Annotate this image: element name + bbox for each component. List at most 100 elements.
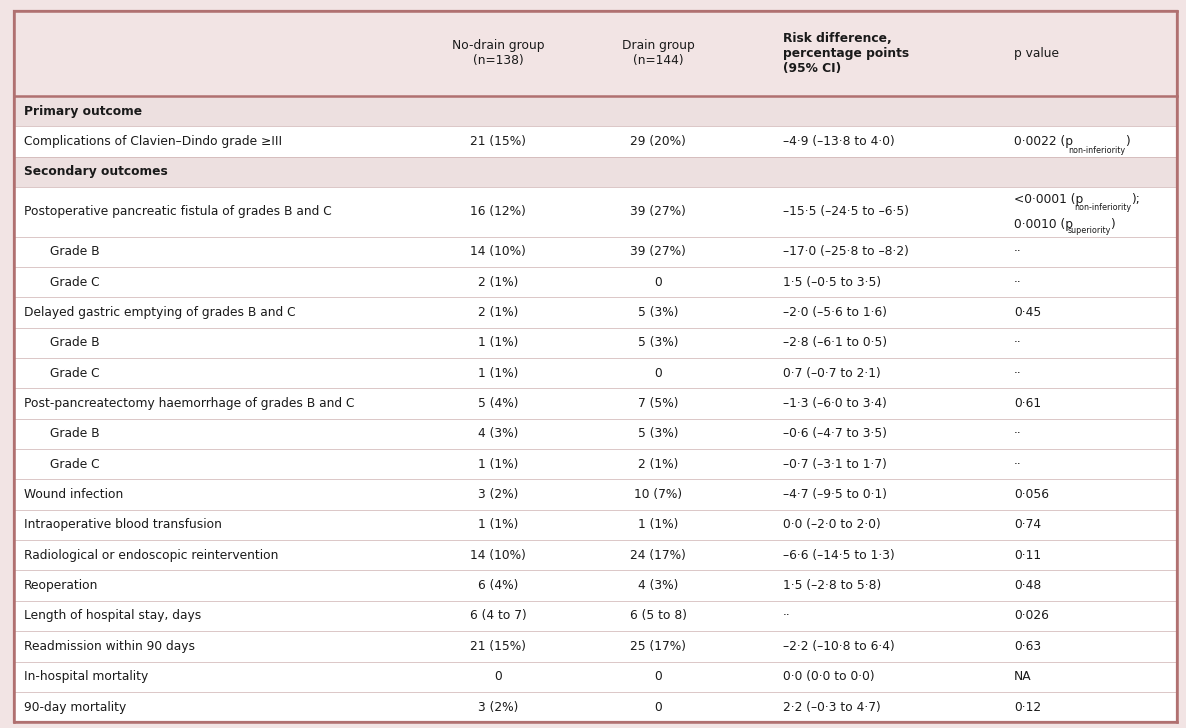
Text: superiority: superiority xyxy=(1067,226,1111,235)
Text: 0: 0 xyxy=(655,670,662,683)
Text: –2·0 (–5·6 to 1·6): –2·0 (–5·6 to 1·6) xyxy=(783,306,887,319)
Text: 5 (3%): 5 (3%) xyxy=(638,336,678,349)
Text: ··: ·· xyxy=(783,609,791,622)
Text: 3 (2%): 3 (2%) xyxy=(478,488,518,501)
Text: 25 (17%): 25 (17%) xyxy=(630,640,687,653)
Text: ··: ·· xyxy=(1014,427,1022,440)
Text: –2·8 (–6·1 to 0·5): –2·8 (–6·1 to 0·5) xyxy=(783,336,887,349)
Text: 0·63: 0·63 xyxy=(1014,640,1041,653)
Text: 4 (3%): 4 (3%) xyxy=(478,427,518,440)
Text: –6·6 (–14·5 to 1·3): –6·6 (–14·5 to 1·3) xyxy=(783,549,894,562)
Text: 29 (20%): 29 (20%) xyxy=(630,135,687,148)
Text: Primary outcome: Primary outcome xyxy=(24,105,142,118)
Text: 1·5 (–2·8 to 5·8): 1·5 (–2·8 to 5·8) xyxy=(783,579,881,592)
Text: );: ); xyxy=(1131,193,1140,206)
Text: In-hospital mortality: In-hospital mortality xyxy=(24,670,148,683)
Text: ··: ·· xyxy=(1014,245,1022,258)
Text: 0·0010 (p: 0·0010 (p xyxy=(1014,218,1073,231)
Text: 0·7 (–0·7 to 2·1): 0·7 (–0·7 to 2·1) xyxy=(783,367,880,380)
Text: 1 (1%): 1 (1%) xyxy=(638,518,678,531)
Text: 0·48: 0·48 xyxy=(1014,579,1041,592)
Text: 1 (1%): 1 (1%) xyxy=(478,458,518,471)
Bar xyxy=(14,96,1177,126)
Text: 24 (17%): 24 (17%) xyxy=(630,549,687,562)
Text: Delayed gastric emptying of grades B and C: Delayed gastric emptying of grades B and… xyxy=(24,306,295,319)
Text: 0·0 (–2·0 to 2·0): 0·0 (–2·0 to 2·0) xyxy=(783,518,880,531)
Text: –0·6 (–4·7 to 3·5): –0·6 (–4·7 to 3·5) xyxy=(783,427,887,440)
Text: 16 (12%): 16 (12%) xyxy=(470,205,527,218)
Text: 0·026: 0·026 xyxy=(1014,609,1048,622)
Text: 0·056: 0·056 xyxy=(1014,488,1050,501)
Text: Drain group
(n=144): Drain group (n=144) xyxy=(621,39,695,68)
Text: 0: 0 xyxy=(655,367,662,380)
Text: 1·5 (–0·5 to 3·5): 1·5 (–0·5 to 3·5) xyxy=(783,276,881,289)
Text: Radiological or endoscopic reintervention: Radiological or endoscopic reinterventio… xyxy=(24,549,278,562)
Text: –15·5 (–24·5 to –6·5): –15·5 (–24·5 to –6·5) xyxy=(783,205,908,218)
Text: 2 (1%): 2 (1%) xyxy=(478,306,518,319)
Text: –1·3 (–6·0 to 3·4): –1·3 (–6·0 to 3·4) xyxy=(783,397,887,410)
Text: ): ) xyxy=(1110,218,1115,231)
Text: 0: 0 xyxy=(655,276,662,289)
Text: Intraoperative blood transfusion: Intraoperative blood transfusion xyxy=(24,518,222,531)
Text: non-inferiority: non-inferiority xyxy=(1075,203,1131,212)
Text: 0·0022 (p: 0·0022 (p xyxy=(1014,135,1073,148)
Text: 2·2 (–0·3 to 4·7): 2·2 (–0·3 to 4·7) xyxy=(783,700,880,713)
Text: non-inferiority: non-inferiority xyxy=(1067,146,1126,154)
Text: Risk difference,
percentage points
(95% CI): Risk difference, percentage points (95% … xyxy=(783,32,908,75)
Text: 0·12: 0·12 xyxy=(1014,700,1041,713)
Text: 5 (4%): 5 (4%) xyxy=(478,397,518,410)
Text: –2·2 (–10·8 to 6·4): –2·2 (–10·8 to 6·4) xyxy=(783,640,894,653)
Bar xyxy=(14,11,1177,96)
Text: 0·61: 0·61 xyxy=(1014,397,1041,410)
Text: –4·7 (–9·5 to 0·1): –4·7 (–9·5 to 0·1) xyxy=(783,488,887,501)
Bar xyxy=(14,157,1177,187)
Text: Complications of Clavien–Dindo grade ≥III: Complications of Clavien–Dindo grade ≥II… xyxy=(24,135,282,148)
Text: 6 (4 to 7): 6 (4 to 7) xyxy=(470,609,527,622)
Text: p value: p value xyxy=(1014,47,1059,60)
Text: 14 (10%): 14 (10%) xyxy=(470,549,527,562)
Text: 14 (10%): 14 (10%) xyxy=(470,245,527,258)
Text: 7 (5%): 7 (5%) xyxy=(638,397,678,410)
Text: 1 (1%): 1 (1%) xyxy=(478,367,518,380)
Text: ··: ·· xyxy=(1014,367,1022,380)
Text: 0·0 (0·0 to 0·0): 0·0 (0·0 to 0·0) xyxy=(783,670,874,683)
Text: <0·0001 (p: <0·0001 (p xyxy=(1014,193,1083,206)
Text: 0·11: 0·11 xyxy=(1014,549,1041,562)
Text: –17·0 (–25·8 to –8·2): –17·0 (–25·8 to –8·2) xyxy=(783,245,908,258)
Text: 2 (1%): 2 (1%) xyxy=(638,458,678,471)
Text: Readmission within 90 days: Readmission within 90 days xyxy=(24,640,195,653)
Text: 39 (27%): 39 (27%) xyxy=(630,205,687,218)
Text: Reoperation: Reoperation xyxy=(24,579,98,592)
Text: –0·7 (–3·1 to 1·7): –0·7 (–3·1 to 1·7) xyxy=(783,458,887,471)
Text: Length of hospital stay, days: Length of hospital stay, days xyxy=(24,609,200,622)
Text: 1 (1%): 1 (1%) xyxy=(478,336,518,349)
Text: 21 (15%): 21 (15%) xyxy=(470,640,527,653)
Text: Grade C: Grade C xyxy=(50,276,100,289)
Text: Grade B: Grade B xyxy=(50,427,100,440)
Text: Wound infection: Wound infection xyxy=(24,488,123,501)
Text: ): ) xyxy=(1124,135,1129,148)
Text: Grade C: Grade C xyxy=(50,367,100,380)
Text: No-drain group
(n=138): No-drain group (n=138) xyxy=(452,39,544,68)
Text: –4·9 (–13·8 to 4·0): –4·9 (–13·8 to 4·0) xyxy=(783,135,894,148)
Text: Secondary outcomes: Secondary outcomes xyxy=(24,165,167,178)
Text: 39 (27%): 39 (27%) xyxy=(630,245,687,258)
Text: Grade B: Grade B xyxy=(50,245,100,258)
Text: 4 (3%): 4 (3%) xyxy=(638,579,678,592)
Text: ··: ·· xyxy=(1014,276,1022,289)
Text: 5 (3%): 5 (3%) xyxy=(638,306,678,319)
Text: NA: NA xyxy=(1014,670,1032,683)
Text: Post-pancreatectomy haemorrhage of grades B and C: Post-pancreatectomy haemorrhage of grade… xyxy=(24,397,355,410)
Text: 0·74: 0·74 xyxy=(1014,518,1041,531)
Text: ··: ·· xyxy=(1014,458,1022,471)
Text: 5 (3%): 5 (3%) xyxy=(638,427,678,440)
Text: 0: 0 xyxy=(495,670,502,683)
Text: 90-day mortality: 90-day mortality xyxy=(24,700,126,713)
Text: 3 (2%): 3 (2%) xyxy=(478,700,518,713)
Text: Postoperative pancreatic fistula of grades B and C: Postoperative pancreatic fistula of grad… xyxy=(24,205,331,218)
Text: 21 (15%): 21 (15%) xyxy=(470,135,527,148)
Text: 10 (7%): 10 (7%) xyxy=(635,488,682,501)
Text: 6 (4%): 6 (4%) xyxy=(478,579,518,592)
Text: 2 (1%): 2 (1%) xyxy=(478,276,518,289)
Text: ··: ·· xyxy=(1014,336,1022,349)
